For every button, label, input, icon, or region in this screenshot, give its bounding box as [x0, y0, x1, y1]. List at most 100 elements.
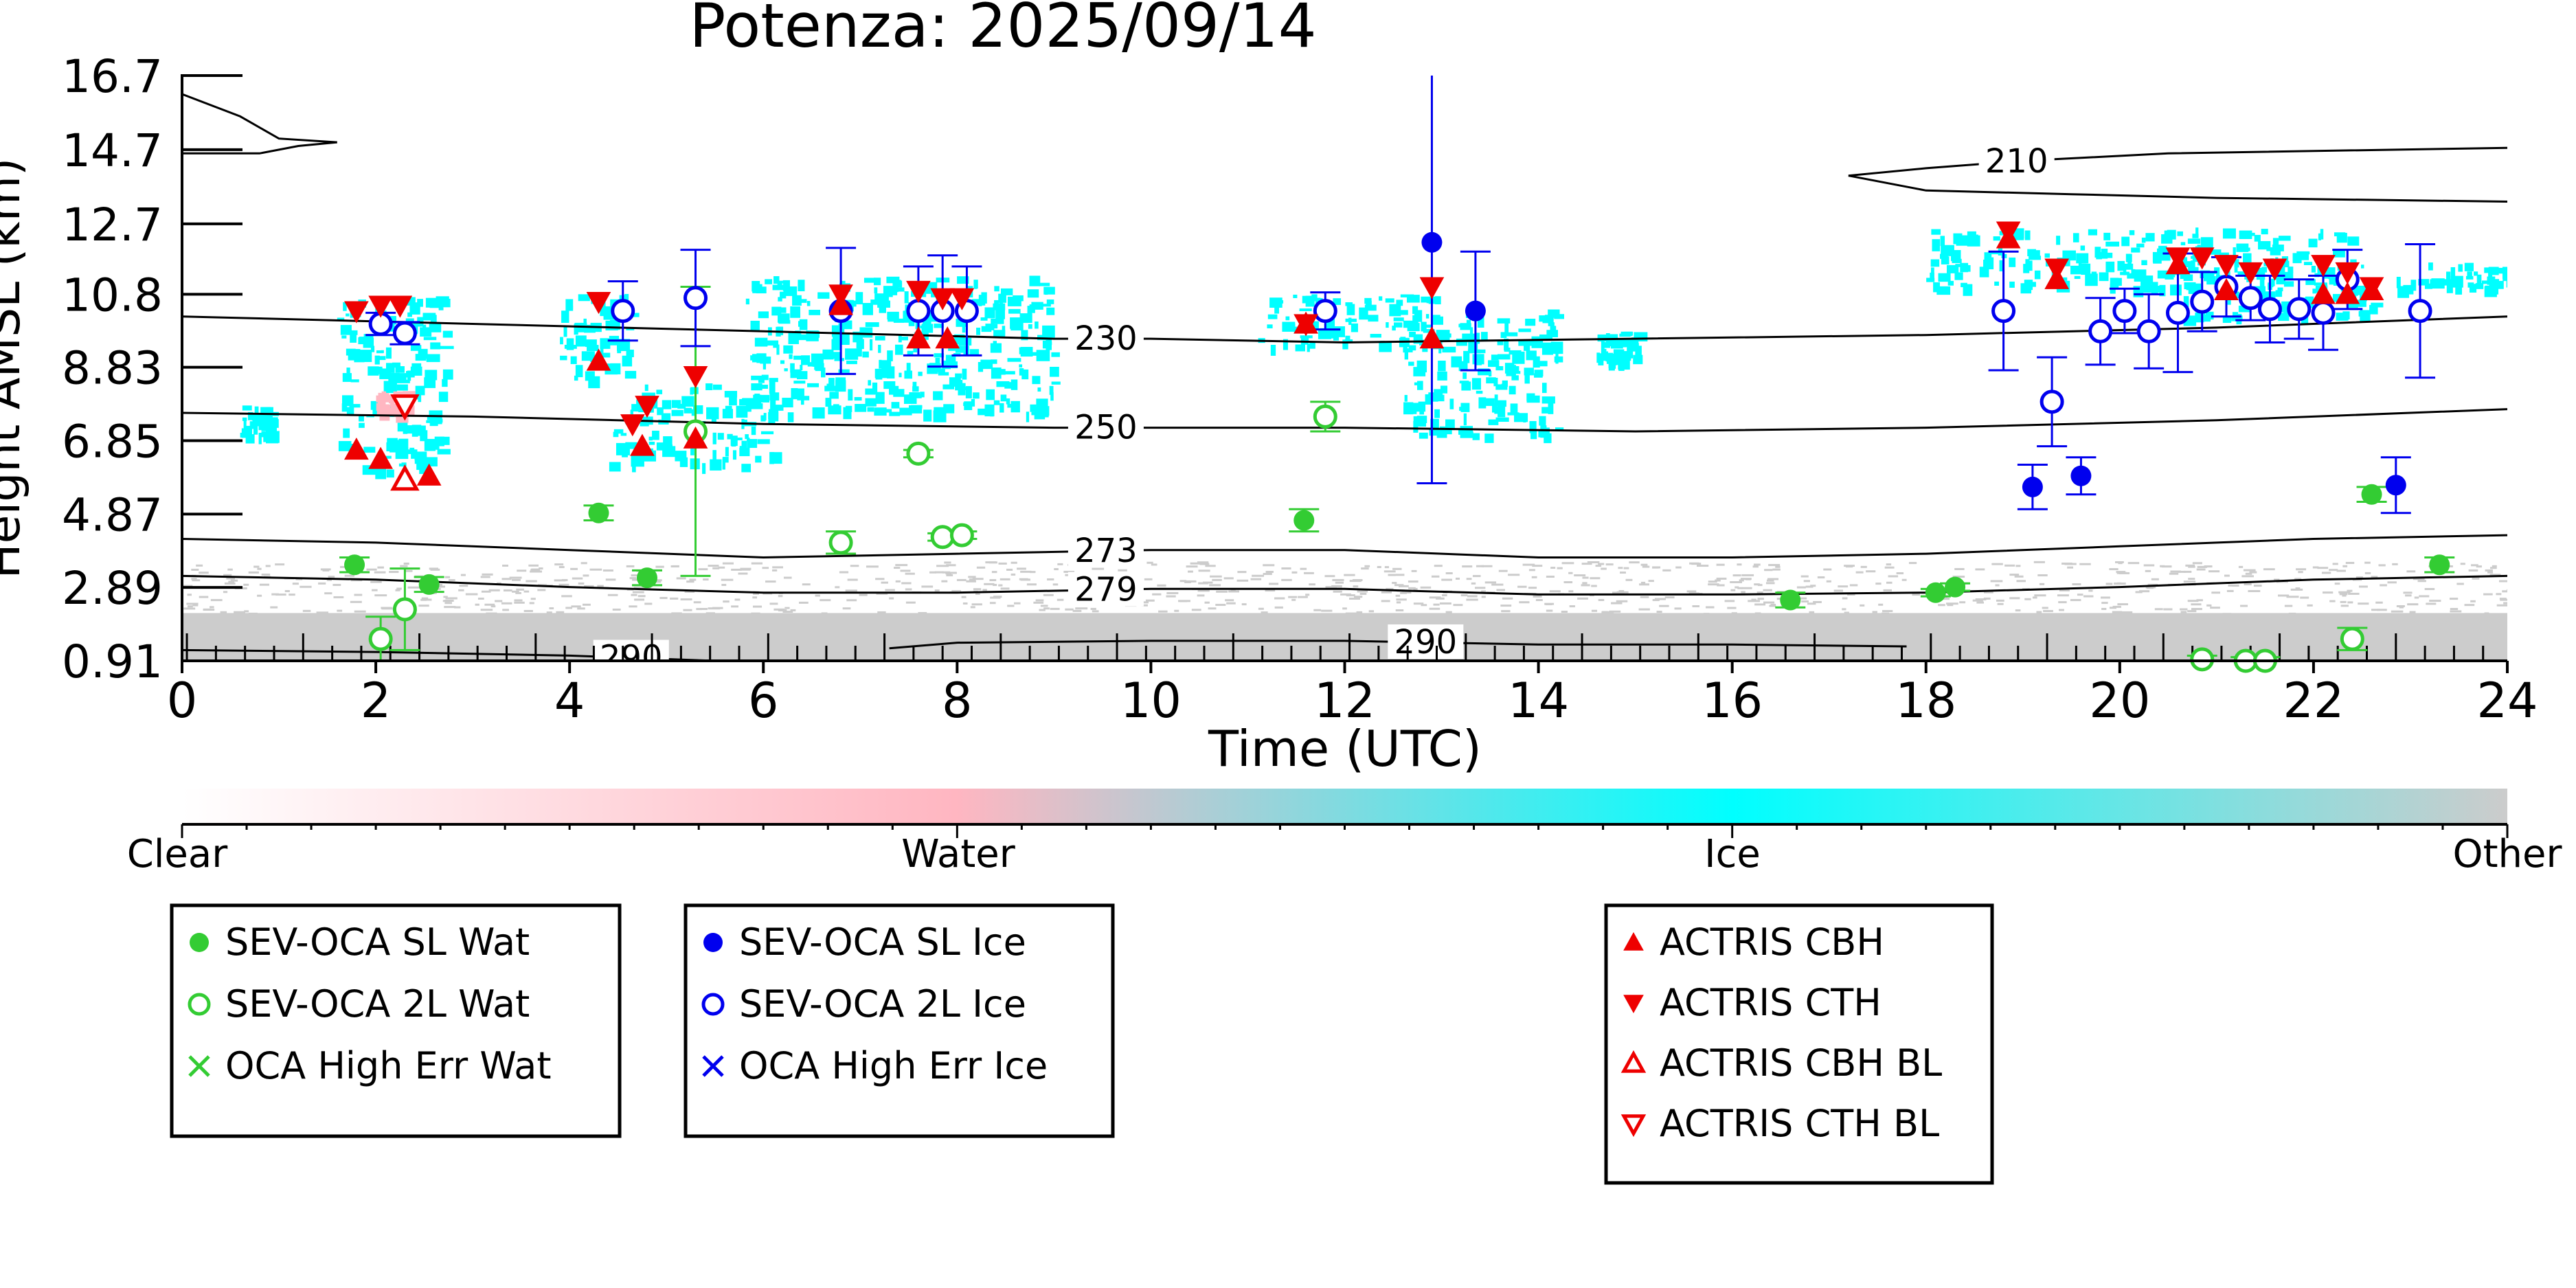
cloud-speck-ice: [849, 300, 857, 307]
cloud-speck-ice: [773, 276, 780, 284]
cloud-speck-other: [1345, 612, 1357, 615]
data-point: [2257, 297, 2282, 321]
cloud-speck-ice: [736, 405, 748, 418]
cloud-speck-ice: [998, 293, 1006, 303]
data-point: [2189, 247, 2215, 270]
data-point: [949, 288, 975, 310]
cloud-speck-ice: [831, 339, 840, 350]
cloud-speck-water: [376, 395, 380, 403]
cloud-speck-other: [1006, 568, 1013, 571]
cloud-speck-ice: [603, 315, 617, 320]
cloud-speck-ice: [1026, 411, 1030, 422]
cloud-speck-ice: [933, 410, 947, 422]
cloud-speck-ice: [1414, 310, 1423, 322]
cloud-speck-other: [1737, 563, 1742, 566]
cloud-speck-other: [2307, 604, 2313, 607]
cloud-speck-other: [1810, 585, 1816, 587]
cloud-speck-ice: [911, 405, 923, 414]
cloud-speck-other: [2204, 565, 2213, 568]
cloud-speck-ice: [724, 391, 738, 398]
cloud-speck-ice: [1463, 413, 1467, 426]
cloud-speck-other: [1361, 567, 1369, 570]
cloud-speck-ice: [337, 317, 345, 321]
cloud-speck-other: [1940, 598, 1950, 600]
cloud-speck-ice: [600, 346, 604, 354]
cloud-speck-ice: [874, 336, 885, 341]
cloud-speck-other: [2185, 564, 2195, 567]
cloud-speck-ice: [711, 418, 716, 422]
cloud-speck-other: [2492, 565, 2497, 567]
cloud-speck-other: [703, 578, 709, 581]
cloud-speck-other: [956, 578, 967, 581]
cloud-speck-ice: [622, 451, 628, 457]
cloud-speck-other: [1765, 582, 1775, 585]
cloud-speck-ice: [753, 394, 762, 406]
cloud-speck-ice: [2261, 267, 2268, 273]
cloud-speck-other: [523, 590, 530, 593]
cloud-speck-ice: [2106, 252, 2113, 258]
cloud-speck-other: [633, 587, 645, 589]
cloud-speck-ice: [856, 337, 863, 349]
cloud-speck-other: [988, 561, 997, 564]
cloud-speck-ice: [560, 355, 567, 361]
cloud-speck-ice: [1546, 330, 1559, 337]
cloud-speck-ice: [2484, 267, 2492, 273]
cloud-speck-ice: [857, 345, 862, 357]
cloud-speck-other: [1252, 574, 1265, 577]
cloud-speck-ice: [2161, 234, 2173, 244]
cloud-speck-ice: [2279, 236, 2291, 241]
cloud-speck-ice: [663, 436, 673, 447]
cloud-speck-ice: [681, 396, 694, 407]
cloud-speck-other: [1946, 602, 1958, 605]
cloud-speck-other: [2290, 588, 2303, 591]
legend-swatch: [190, 933, 209, 952]
cloud-speck-ice: [1467, 349, 1481, 354]
cloud-speck-other: [1531, 576, 1537, 578]
data-point: [368, 295, 393, 318]
cloud-speck-other: [2188, 565, 2195, 568]
cloud-speck-other: [1118, 569, 1127, 572]
cloud-speck-ice: [2027, 249, 2036, 257]
cloud-speck-ice: [346, 368, 350, 374]
cloud-speck-other: [1640, 563, 1648, 566]
legend-swatch: [701, 993, 725, 1016]
cloud-speck-ice: [722, 457, 729, 463]
cloud-speck-other: [752, 596, 758, 599]
cloud-speck-other: [1184, 580, 1197, 583]
cloud-speck-other: [2323, 591, 2334, 594]
cloud-speck-ice: [1039, 282, 1050, 286]
cloud-speck-other: [1075, 607, 1088, 610]
cloud-speck-other: [905, 572, 915, 575]
cloud-speck-ice: [743, 419, 747, 423]
cloud-speck-ice: [1504, 363, 1515, 374]
cloud-speck-ice: [778, 313, 790, 323]
cloud-speck-ice: [717, 433, 724, 440]
cloud-speck-ice: [829, 392, 839, 399]
cloud-speck-ice: [984, 307, 995, 319]
cloud-speck-ice: [2272, 238, 2279, 251]
cloud-speck-other: [1445, 611, 1452, 613]
cloud-speck-other: [1772, 568, 1781, 571]
cloud-speck-other: [2151, 578, 2159, 580]
cloud-speck-other: [1803, 580, 1810, 583]
legend-entry: ACTRIS CTH: [1660, 981, 1882, 1024]
x-tick-label: 6: [748, 673, 779, 729]
cloud-speck-other: [1574, 574, 1586, 577]
cloud-speck-other: [1623, 567, 1629, 569]
cloud-speck-other: [1991, 563, 2003, 565]
cloud-speck-other: [1763, 601, 1775, 604]
cloud-speck-ice: [1495, 384, 1508, 390]
cloud-speck-ice: [965, 386, 972, 398]
cloud-speck-other: [1157, 584, 1166, 587]
cloud-speck-other: [696, 608, 702, 611]
cloud-speck-other: [1313, 609, 1322, 611]
cloud-speck-ice: [426, 420, 438, 423]
cloud-speck-other: [1188, 570, 1193, 573]
cloud-speck-ice: [1534, 370, 1544, 376]
cloud-speck-ice: [993, 400, 1000, 405]
cloud-speck-ice: [971, 398, 975, 407]
cloud-speck-other: [1152, 593, 1162, 596]
cloud-speck-other: [1775, 565, 1781, 568]
cloud-speck-ice: [887, 350, 893, 361]
